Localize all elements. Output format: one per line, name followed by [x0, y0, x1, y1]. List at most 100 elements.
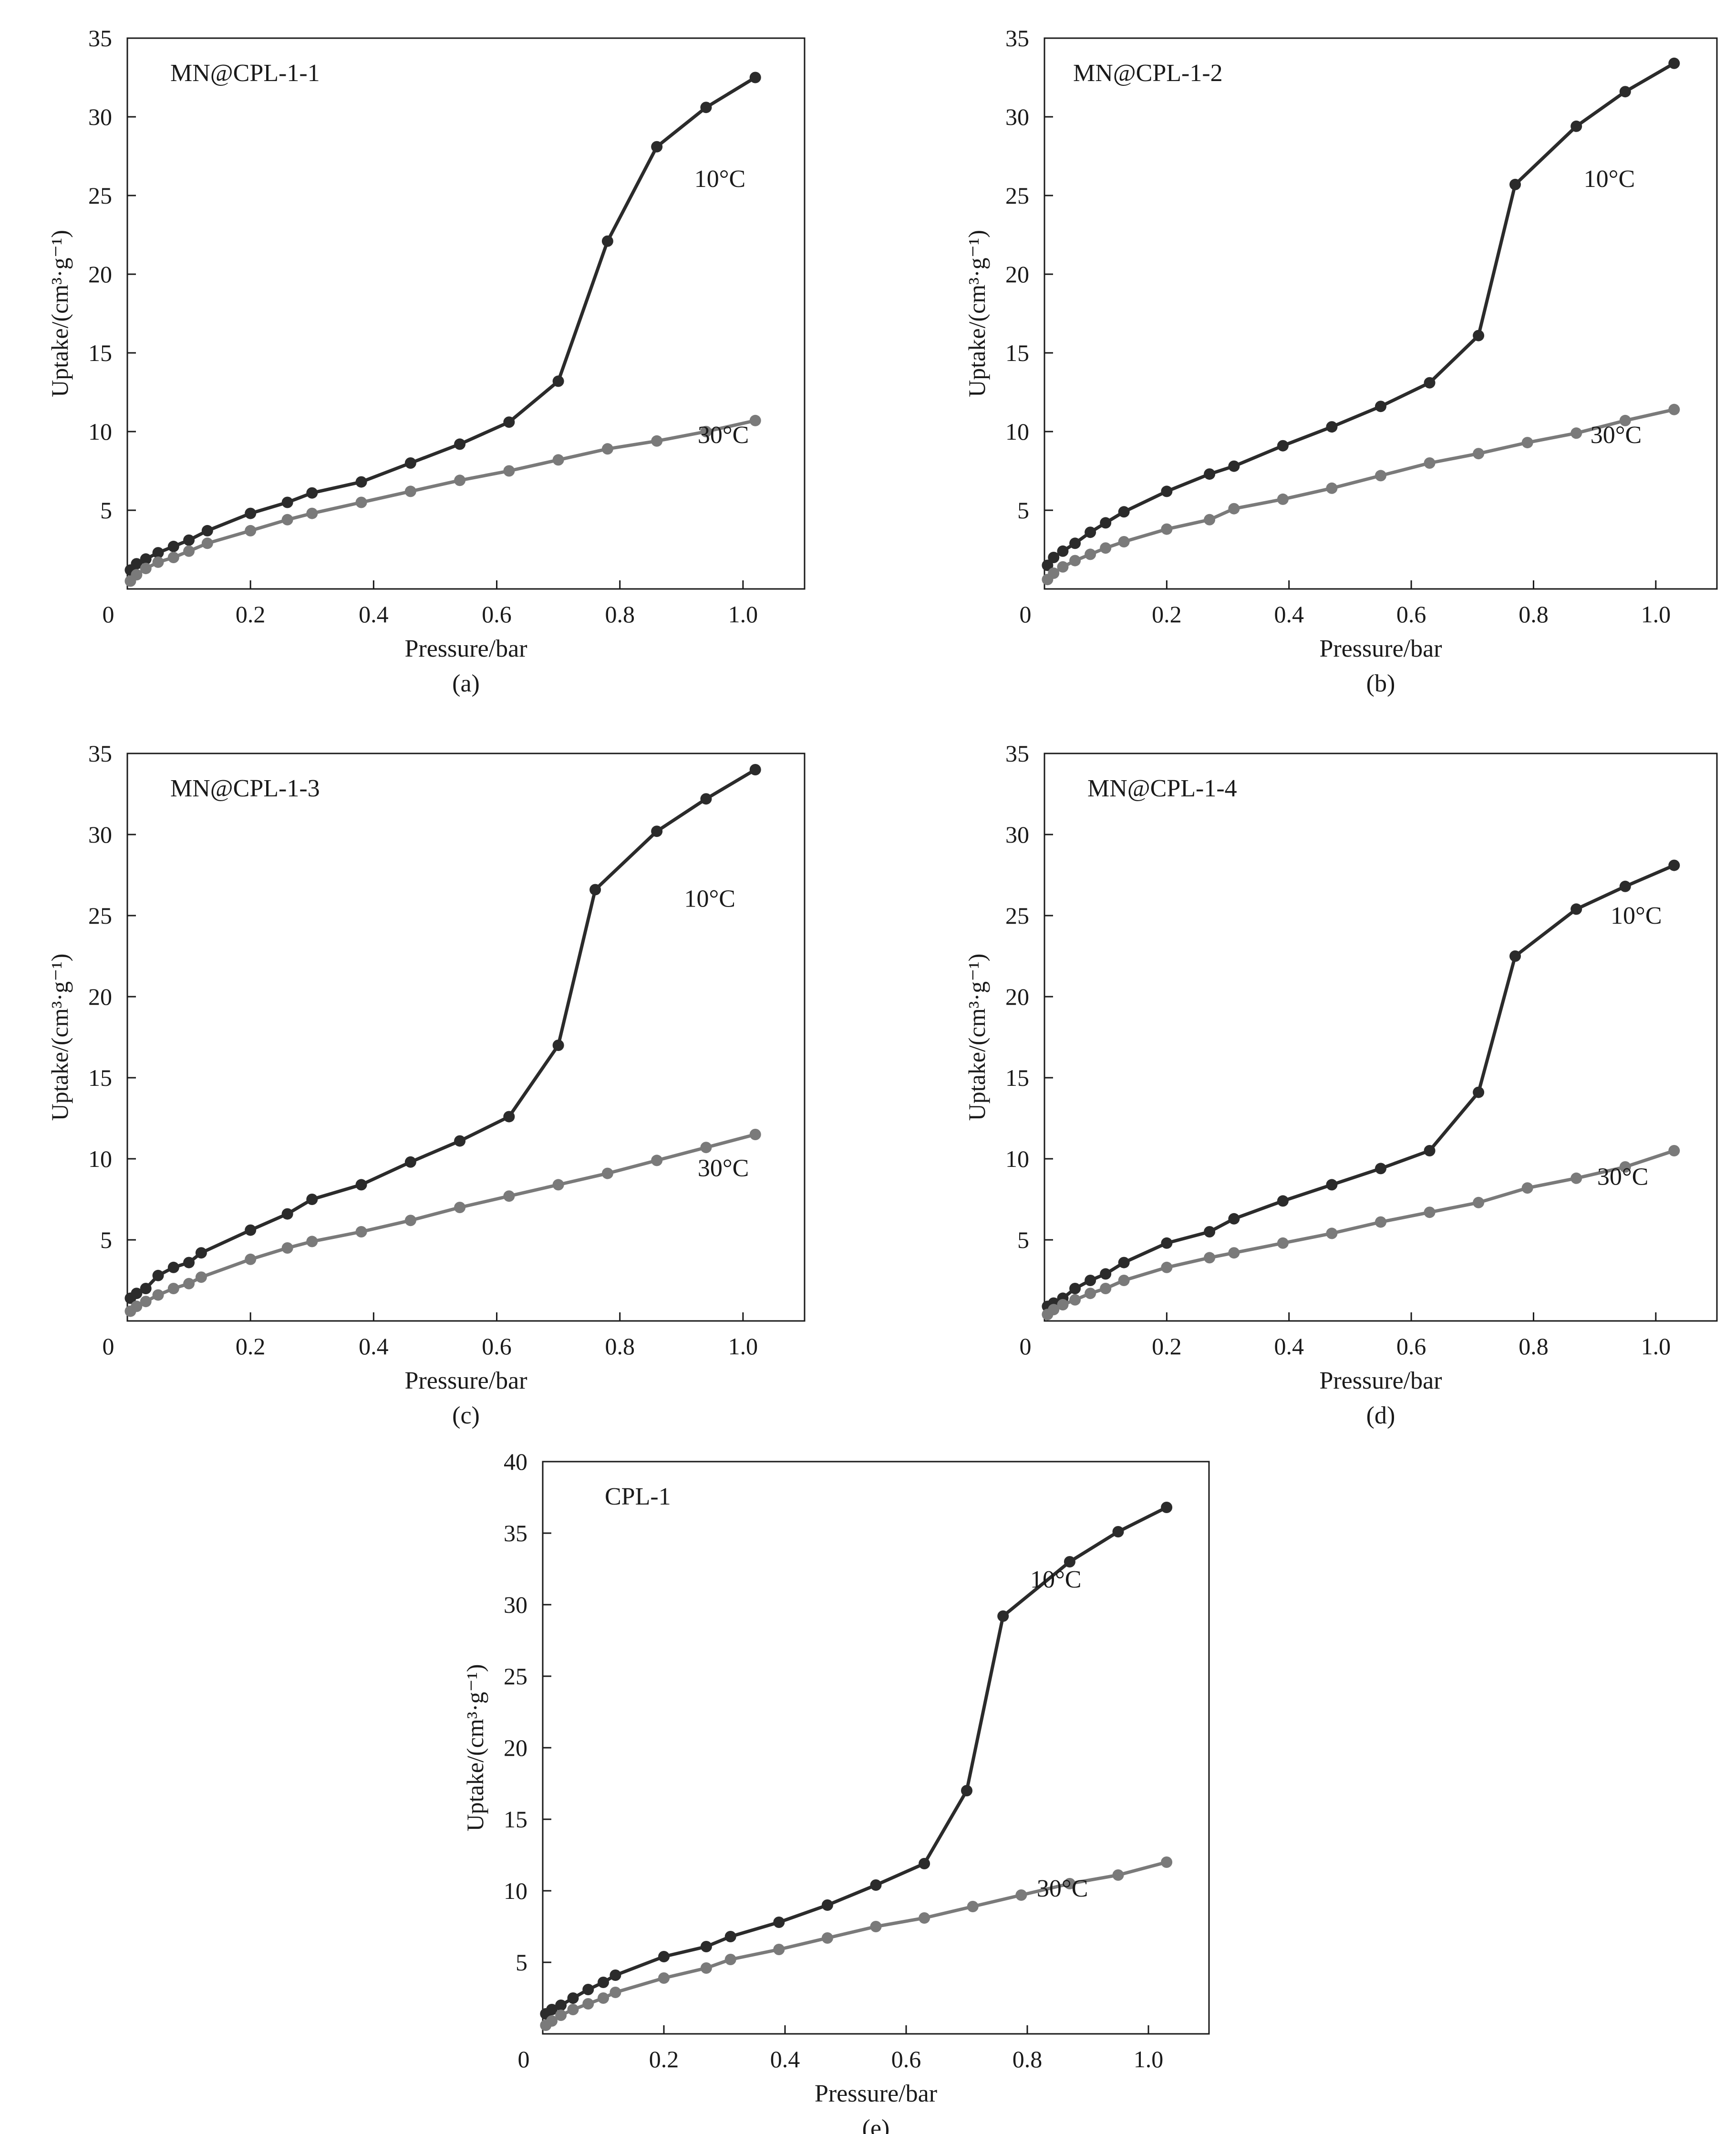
chart-panel-d: 0 0.2 0.4 0.6 0.8 1.0 5 10 15 20 25 30 35 Pressure/ba… — [963, 740, 1718, 1429]
data-point-10c — [1228, 1213, 1240, 1225]
data-point-30c — [821, 1932, 833, 1944]
data-point-10c — [167, 540, 179, 552]
data-point-10c — [658, 1951, 670, 1962]
data-point-10c — [582, 1984, 594, 1995]
data-point-10c — [1042, 559, 1054, 571]
y-tick-label: 20 — [1005, 983, 1029, 1010]
data-point-10c — [1100, 517, 1112, 529]
x-tick-label: 0.6 — [891, 2046, 921, 2072]
data-point-10c — [1112, 1526, 1124, 1537]
data-point-30c — [454, 474, 466, 486]
y-tick-label: 30 — [504, 1591, 527, 1618]
y-tick-label: 5 — [1017, 1227, 1029, 1253]
chart-panel-e: 0 0.2 0.4 0.6 0.8 1.0 5 10 15 20 25 30 35 40 Pressure/… — [462, 1448, 1210, 2134]
data-point-10c — [195, 1247, 207, 1259]
data-point-10c — [610, 1969, 621, 1981]
x-tick-label: 0.8 — [1013, 2046, 1043, 2072]
data-point-10c — [1204, 1226, 1216, 1237]
chart-panel-c: 0 0.2 0.4 0.6 0.8 1.0 5 10 15 20 25 30 35 Pressure/ba… — [46, 740, 806, 1429]
data-point-30c — [1118, 1275, 1130, 1286]
x-axis-title: Pressure/bar — [404, 1367, 527, 1394]
y-axis-title: Uptake/(cm³·g⁻¹) — [963, 230, 990, 397]
data-point-30c — [1277, 493, 1289, 505]
data-point-10c — [183, 1257, 195, 1268]
data-point-30c — [167, 1283, 179, 1294]
data-point-30c — [454, 1202, 466, 1213]
sample-label: MN@CPL-1-3 — [170, 775, 320, 802]
data-point-10c — [1509, 950, 1521, 962]
y-axis-title: Uptake/(cm³·g⁻¹) — [46, 230, 73, 397]
x-tick-label: 0.4 — [1274, 601, 1304, 628]
data-point-10c — [1048, 552, 1060, 563]
data-point-10c — [1277, 440, 1289, 452]
data-point-30c — [1085, 1288, 1096, 1299]
data-point-30c — [555, 2010, 567, 2021]
x-axis-title: Pressure/bar — [1319, 1367, 1442, 1394]
series-label-10c: 10°C — [1584, 165, 1635, 193]
x-axis-title: Pressure/bar — [404, 635, 527, 662]
data-point-10c — [598, 1977, 609, 1988]
data-point-30c — [919, 1912, 930, 1924]
y-tick-label: 20 — [504, 1734, 527, 1761]
data-point-10c — [700, 1941, 712, 1952]
data-point-10c — [131, 558, 143, 570]
x-tick-label: 0.4 — [359, 1333, 389, 1360]
x-tick-label: 0.4 — [770, 2046, 800, 2072]
y-tick-label: 30 — [88, 103, 112, 130]
panel-label: (a) — [452, 670, 480, 697]
data-point-10c — [306, 1194, 318, 1205]
data-point-30c — [1015, 1889, 1027, 1901]
series-label-10c: 10°C — [1611, 902, 1662, 929]
data-point-30c — [404, 1215, 416, 1227]
data-point-10c — [245, 1224, 257, 1236]
data-point-30c — [546, 2015, 558, 2027]
y-tick-label: 10 — [88, 418, 112, 445]
y-tick-label: 25 — [1005, 902, 1029, 929]
series-label-30c: 30°C — [698, 1155, 749, 1182]
data-point-30c — [1228, 1247, 1240, 1259]
data-point-30c — [724, 1954, 736, 1965]
data-point-30c — [1571, 1172, 1582, 1184]
x-tick-label: 0.6 — [482, 601, 512, 628]
data-point-30c — [1375, 1216, 1386, 1228]
data-point-10c — [700, 793, 712, 805]
data-point-30c — [245, 1253, 257, 1265]
plot-frame — [1044, 37, 1718, 590]
x-tick-label: 0.2 — [1152, 1333, 1182, 1360]
data-point-10c — [997, 1610, 1009, 1622]
data-point-10c — [1057, 545, 1069, 557]
data-point-30c — [1161, 1261, 1173, 1273]
data-point-10c — [355, 476, 367, 488]
y-tick-label: 10 — [1005, 418, 1029, 445]
panel-label: (c) — [452, 1402, 480, 1429]
data-point-30c — [131, 569, 143, 581]
data-point-10c — [1668, 57, 1680, 69]
data-point-30c — [967, 1901, 979, 1912]
data-point-10c — [454, 1135, 466, 1147]
data-point-30c — [1069, 1294, 1081, 1306]
data-point-30c — [1100, 1283, 1112, 1294]
y-tick-label: 25 — [504, 1663, 527, 1690]
series-label-10c: 10°C — [694, 165, 745, 193]
data-point-30c — [1521, 1182, 1533, 1194]
data-point-30c — [306, 1236, 318, 1247]
y-tick-label: 5 — [516, 1949, 527, 1976]
data-point-10c — [1228, 460, 1240, 472]
data-point-30c — [183, 545, 195, 557]
data-point-10c — [919, 1858, 930, 1869]
y-axis-title: Uptake/(cm³·g⁻¹) — [462, 1664, 488, 1832]
data-point-10c — [503, 1111, 515, 1123]
data-point-10c — [1668, 859, 1680, 871]
data-point-10c — [201, 525, 213, 536]
data-point-10c — [1069, 537, 1081, 549]
data-point-30c — [306, 507, 318, 519]
y-tick-label: 25 — [88, 182, 112, 209]
series-label-10c: 10°C — [1030, 1566, 1081, 1593]
data-point-30c — [700, 1142, 712, 1154]
data-point-10c — [589, 884, 601, 896]
data-point-10c — [546, 2004, 558, 2015]
data-point-30c — [355, 1226, 367, 1237]
y-tick-label: 25 — [1005, 182, 1029, 209]
data-point-10c — [1509, 178, 1521, 190]
